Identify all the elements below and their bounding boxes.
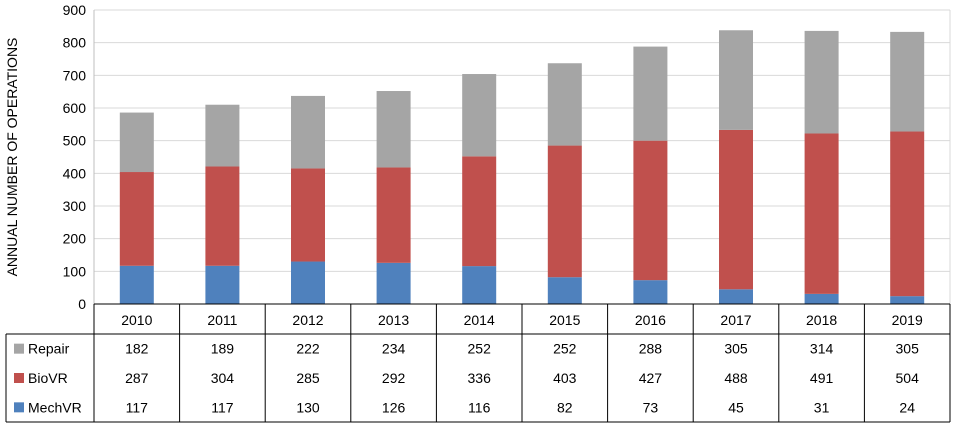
data-label-biovr: 403 [553, 370, 577, 386]
bar-biovr-2011 [205, 166, 240, 266]
bar-repair-2014 [462, 74, 497, 157]
data-label-biovr: 491 [810, 370, 834, 386]
bar-biovr-2019 [890, 131, 925, 297]
data-label-biovr: 504 [896, 370, 920, 386]
bar-repair-2011 [205, 104, 240, 167]
data-label-mechvr: 73 [643, 399, 659, 415]
bar-repair-2016 [633, 46, 668, 141]
x-tick-label: 2016 [635, 312, 666, 328]
y-tick-label: 600 [63, 100, 87, 116]
data-label-repair: 305 [896, 341, 920, 357]
bar-biovr-2017 [719, 129, 753, 290]
y-tick-label: 500 [63, 133, 87, 149]
y-tick-label: 0 [78, 296, 86, 312]
x-tick-label: 2017 [720, 312, 751, 328]
bar-biovr-2012 [291, 168, 325, 262]
bar-repair-2019 [890, 31, 925, 132]
bar-repair-2018 [804, 30, 839, 134]
legend-label-biovr: BioVR [28, 370, 68, 386]
data-label-biovr: 285 [296, 370, 320, 386]
data-label-biovr: 488 [724, 370, 748, 386]
bar-mechvr-2013 [376, 262, 411, 304]
x-tick-label: 2011 [207, 312, 237, 328]
data-label-mechvr: 45 [728, 399, 744, 415]
y-tick-label: 200 [63, 231, 87, 247]
bar-mechvr-2019 [890, 296, 925, 304]
data-label-repair: 252 [553, 341, 577, 357]
data-label-biovr: 304 [211, 370, 235, 386]
bar-mechvr-2010 [119, 265, 154, 304]
y-axis-label: ANNUAL NUMBER OF OPERATIONS [4, 38, 20, 277]
y-tick-label: 400 [63, 165, 87, 181]
bar-mechvr-2017 [719, 289, 753, 304]
bar-mechvr-2018 [804, 293, 839, 304]
bar-repair-2012 [291, 95, 325, 169]
bar-repair-2017 [719, 30, 753, 130]
bar-mechvr-2016 [633, 280, 668, 304]
data-label-repair: 222 [296, 341, 320, 357]
data-label-mechvr: 82 [557, 399, 573, 415]
y-tick-label: 900 [63, 2, 87, 18]
bar-biovr-2015 [547, 145, 582, 278]
data-label-mechvr: 116 [468, 399, 491, 415]
bar-biovr-2018 [804, 133, 839, 294]
bar-mechvr-2011 [205, 265, 240, 304]
x-tick-label: 2010 [121, 312, 152, 328]
bars [119, 30, 925, 304]
legend-key-mechvr [14, 402, 24, 413]
data-label-repair: 305 [724, 341, 748, 357]
x-tick-label: 2012 [292, 312, 323, 328]
y-tick-label: 300 [63, 198, 87, 214]
x-tick-label: 2013 [378, 312, 409, 328]
data-label-repair: 234 [382, 341, 406, 357]
data-label-mechvr: 117 [211, 399, 234, 415]
x-tick-label: 2015 [549, 312, 580, 328]
bar-biovr-2016 [633, 140, 668, 281]
bar-biovr-2014 [462, 156, 497, 267]
y-tick-label: 100 [63, 263, 87, 279]
legend-key-repair [14, 343, 24, 354]
data-label-repair: 189 [211, 341, 235, 357]
x-tick-label: 2018 [806, 312, 837, 328]
bar-mechvr-2012 [291, 261, 325, 304]
bar-biovr-2010 [119, 172, 154, 266]
x-tick-label: 2019 [892, 312, 923, 328]
data-label-mechvr: 117 [126, 399, 149, 415]
data-label-biovr: 287 [125, 370, 149, 386]
data-label-mechvr: 31 [814, 399, 830, 415]
data-label-repair: 182 [125, 341, 149, 357]
data-label-repair: 288 [639, 341, 663, 357]
legend-label-repair: Repair [28, 341, 70, 357]
data-label-biovr: 427 [639, 370, 663, 386]
data-label-repair: 252 [468, 341, 492, 357]
legend-label-mechvr: MechVR [28, 399, 82, 415]
y-axis-ticks: 0 100 200 300 400 500 600 700 800 900 [63, 2, 87, 312]
data-label-repair: 314 [810, 341, 834, 357]
data-label-mechvr: 130 [296, 399, 320, 415]
data-label-mechvr: 24 [899, 399, 915, 415]
bar-repair-2015 [547, 63, 582, 146]
bar-mechvr-2014 [462, 266, 497, 304]
data-label-biovr: 336 [468, 370, 492, 386]
bar-repair-2010 [119, 112, 154, 173]
bar-mechvr-2015 [547, 277, 582, 304]
y-tick-label: 800 [63, 35, 87, 51]
bar-biovr-2013 [376, 167, 411, 263]
x-tick-label: 2014 [464, 312, 495, 328]
y-tick-label: 700 [63, 67, 87, 83]
legend-key-biovr [14, 373, 24, 383]
bar-repair-2013 [376, 91, 411, 168]
data-label-mechvr: 126 [382, 399, 406, 415]
data-label-biovr: 292 [382, 370, 406, 386]
data-table: 2010 2011 2012 2013 2014 2015 2016 2017 2018 2019… [5, 303, 951, 423]
